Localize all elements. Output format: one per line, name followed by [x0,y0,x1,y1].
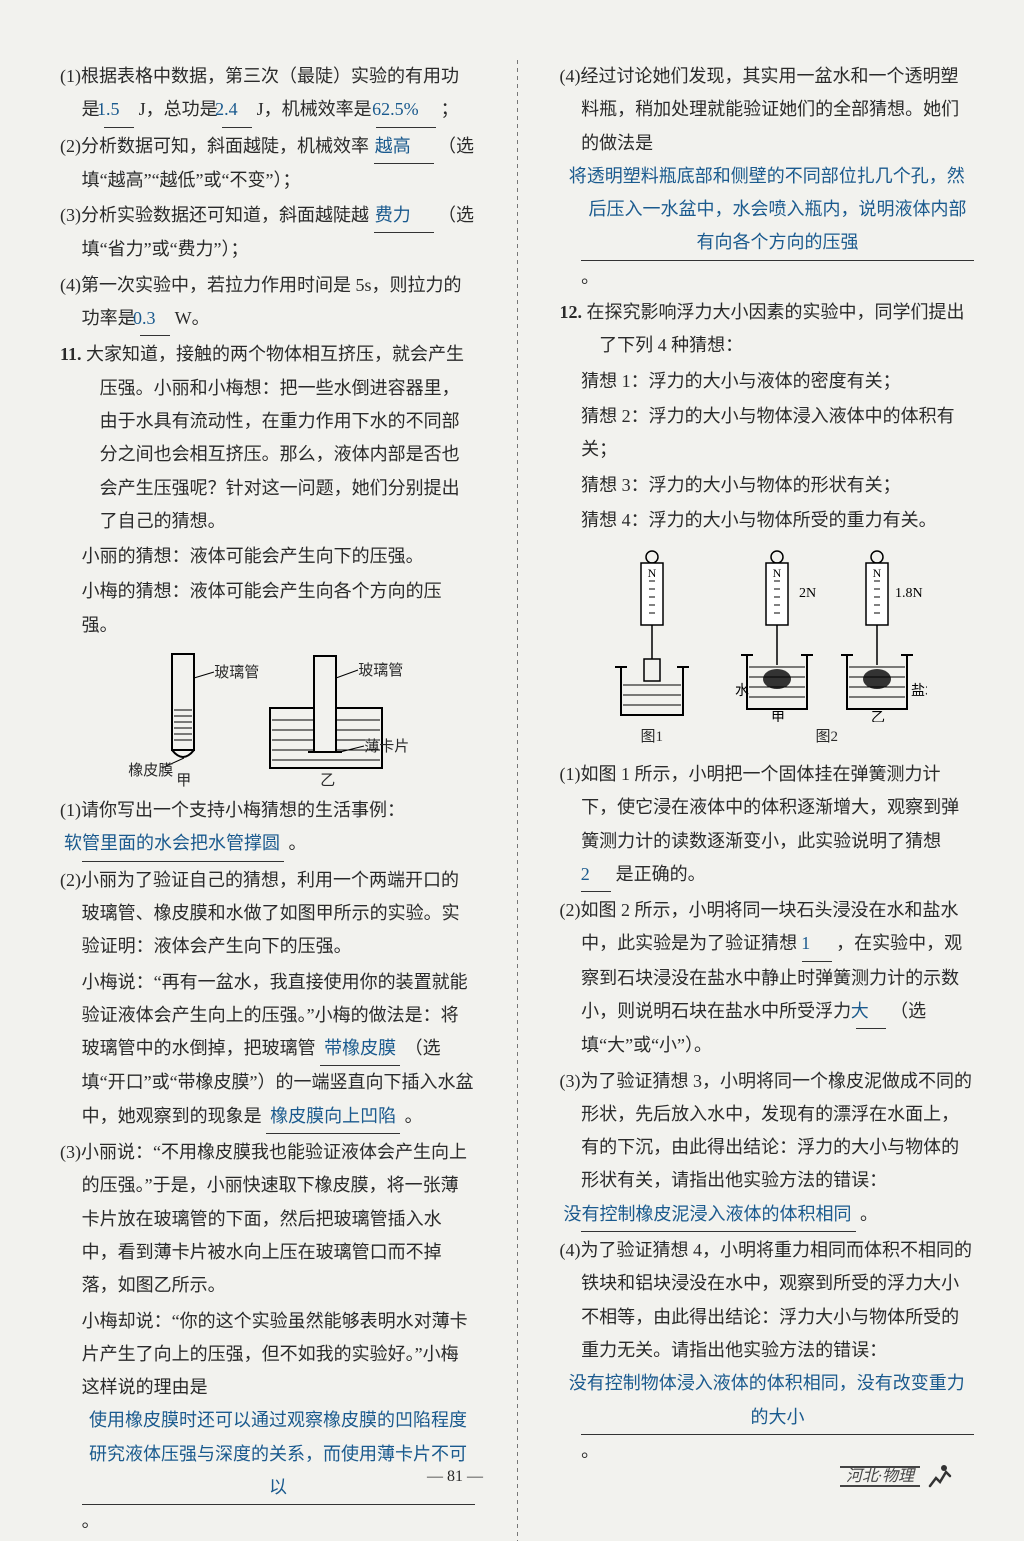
answer: 软管里面的水会把水管撑圆 [82,827,284,861]
q12-1: (1)如图 1 所示，小明把一个固体挂在弹簧测力计下，使它浸在液体中的体积逐渐增… [560,758,975,892]
text: 是正确的。 [616,864,706,884]
text: 。 [860,1204,878,1224]
text: 。 [82,1511,100,1531]
label-glass: 玻璃管 [358,658,403,686]
text: 。 [405,1106,423,1126]
right-column: (4)经过讨论她们发现，其实用一盆水和一个透明塑料瓶，稍加处理就能验证她们的全部… [560,60,975,1541]
text: (1)请你写出一个支持小梅猜想的生活事例： [60,800,405,820]
runner-icon [924,1462,954,1492]
answer: 1.5 [104,93,134,127]
figure-meter-1: N [607,547,697,752]
q11-4: (4)经过讨论她们发现，其实用一盆水和一个透明塑料瓶，稍加处理就能验证她们的全部… [560,60,975,294]
q11-guess-li: 小丽的猜想：液体可能会产生向下的压强。 [60,540,475,573]
footer-brand: 河北·物理 [840,1466,920,1487]
label-salt: 盐水 [911,683,927,699]
label-jia: 甲 [771,711,785,722]
text: (3)为了验证猜想 3，小明将同一个橡皮泥做成不同的形状，先后放入水中，发现有的… [560,1071,973,1191]
text: (4)为了验证猜想 4，小明将重力相同而体积不相同的铁块和铝块浸没在水中，观察到… [560,1240,973,1360]
q10-2: (2)分析数据可知，斜面越陡，机械效率 越高 （选填“越高”“越低”或“不变”）… [60,130,475,198]
text: 。 [581,267,599,287]
figure-force-meters: N [560,547,975,752]
label-2N: 2N [799,586,816,601]
text: 在探究影响浮力大小因素的实验中，同学们提出了下列 4 种猜想： [587,302,965,355]
label-1.8N: 1.8N [895,586,923,601]
text: (4)第一次实验中，若拉力作用时间是 5s，则拉力的功率是 [60,275,462,328]
question-number: 12. [560,302,583,322]
svg-text:N: N [772,566,781,580]
q11-3b: 小梅却说：“你的这个实验虽然能够表明水对薄卡片产生了向上的压强，但不如我的实验好… [60,1305,475,1539]
q12-3: (3)为了验证猜想 3，小明将同一个橡皮泥做成不同的形状，先后放入水中，发现有的… [560,1065,975,1232]
page-number: — 81 — [70,1462,840,1492]
text: (3)分析实验数据还可知道，斜面越陡越 [60,205,369,225]
label-N: N [647,566,656,580]
answer: 1 [802,927,832,961]
text: 小梅却说：“你的这个实验虽然能够表明水对薄卡片产生了向上的压强，但不如我的实验好… [82,1311,468,1398]
answer: 大 [856,995,886,1029]
answer: 没有控制物体浸入液体的体积相同，没有改变重力的大小 [581,1367,974,1435]
q12-4: (4)为了验证猜想 4，小明将重力相同而体积不相同的铁块和铝块浸没在水中，观察到… [560,1234,975,1468]
answer: 带橡皮膜 [320,1032,400,1066]
q10-4: (4)第一次实验中，若拉力作用时间是 5s，则拉力的功率是 0.3 W。 [60,269,475,337]
page-footer: — 81 — 河北·物理 [0,1462,1024,1492]
text: (1)如图 1 所示，小明把一个固体挂在弹簧测力计下，使它浸在液体中的体积逐渐增… [560,764,960,851]
answer: 费力 [374,199,434,233]
q11-3a: (3)小丽说：“不用橡皮膜我也能验证液体会产生向上的压强。”于是，小丽快速取下橡… [60,1136,475,1302]
label-water: 水 [735,683,749,699]
answer: 越高 [374,130,434,164]
figure-tube-yi: 玻璃管 薄卡片 乙 [262,650,402,790]
q10-3: (3)分析实验数据还可知道，斜面越陡越 费力 （选填“省力”或“费力”）； [60,199,475,267]
q11-intro: 11. 大家知道，接触的两个物体相互挤压，就会产生压强。小丽和小梅想：把一些水倒… [60,338,475,538]
answer: 没有控制橡皮泥浸入液体的体积相同 [581,1198,855,1232]
svg-text:N: N [872,566,881,580]
text: J，总功是 [139,99,218,119]
q11-2a: (2)小丽为了验证自己的猜想，利用一个两端开口的玻璃管、橡皮膜和水做了如图甲所示… [60,864,475,964]
label-yi: 乙 [871,710,885,722]
caption-fig2: 图2 [727,724,927,752]
figure-tube-jia: 玻璃管 橡皮膜 甲 [132,650,222,790]
text: J，机械效率是 [257,99,372,119]
question-number: 11. [60,344,82,364]
text: (2)分析数据可知，斜面越陡，机械效率 [60,136,369,156]
q11-2b: 小梅说：“再有一盆水，我直接使用你的装置就能验证液体会产生向上的压强。”小梅的做… [60,966,475,1134]
q12-intro: 12. 在探究影响浮力大小因素的实验中，同学们提出了下列 4 种猜想： [560,296,975,363]
text: 。 [289,833,307,853]
label-thin: 薄卡片 [364,734,409,762]
text: W。 [175,308,210,328]
q12-g3: 猜想 3：浮力的大小与物体的形状有关； [560,469,975,502]
answer: 0.3 [140,302,170,336]
text: (4)经过讨论她们发现，其实用一盆水和一个透明塑料瓶，稍加处理就能验证她们的全部… [560,66,960,153]
answer: 2.4 [222,93,252,127]
text: 大家知道，接触的两个物体相互挤压，就会产生压强。小丽和小梅想：把一些水倒进容器里… [86,344,464,530]
q11-1: (1)请你写出一个支持小梅猜想的生活事例： 软管里面的水会把水管撑圆 。 [60,794,475,862]
figure-meter-2: N 2N [727,547,927,752]
answer: 将透明塑料瓶底部和侧壁的不同部位扎几个孔，然后压入一水盆中，水会喷入瓶内，说明液… [581,160,974,261]
label-glass: 玻璃管 [214,660,259,688]
caption-fig1: 图1 [607,724,697,752]
q12-g2: 猜想 2：浮力的大小与物体浸入液体中的体积有关； [560,400,975,467]
answer: 2 [581,858,611,892]
answer: 橡皮膜向上凹陷 [266,1100,400,1134]
label-rubber: 橡皮膜 [128,758,173,786]
text: 。 [581,1441,599,1461]
q12-2: (2)如图 2 所示，小明将同一块石头浸没在水和盐水中，此实验是为了验证猜想 1… [560,894,975,1062]
q12-g1: 猜想 1：浮力的大小与液体的密度有关； [560,365,975,398]
q12-g4: 猜想 4：浮力的大小与物体所受的重力有关。 [560,504,975,537]
left-column: (1)根据表格中数据，第三次（最陡）实验的有用功是 1.5 J，总功是 2.4 … [60,60,475,1541]
column-divider [517,60,518,1541]
q10-1: (1)根据表格中数据，第三次（最陡）实验的有用功是 1.5 J，总功是 2.4 … [60,60,475,128]
label-jia: 甲 [176,768,191,796]
text: ； [441,99,459,119]
answer: 62.5% [376,93,436,127]
label-yi: 乙 [320,768,335,796]
q11-guess-mei: 小梅的猜想：液体可能会产生向各个方向的压强。 [60,575,475,642]
figure-tubes: 玻璃管 橡皮膜 甲 [60,650,475,790]
